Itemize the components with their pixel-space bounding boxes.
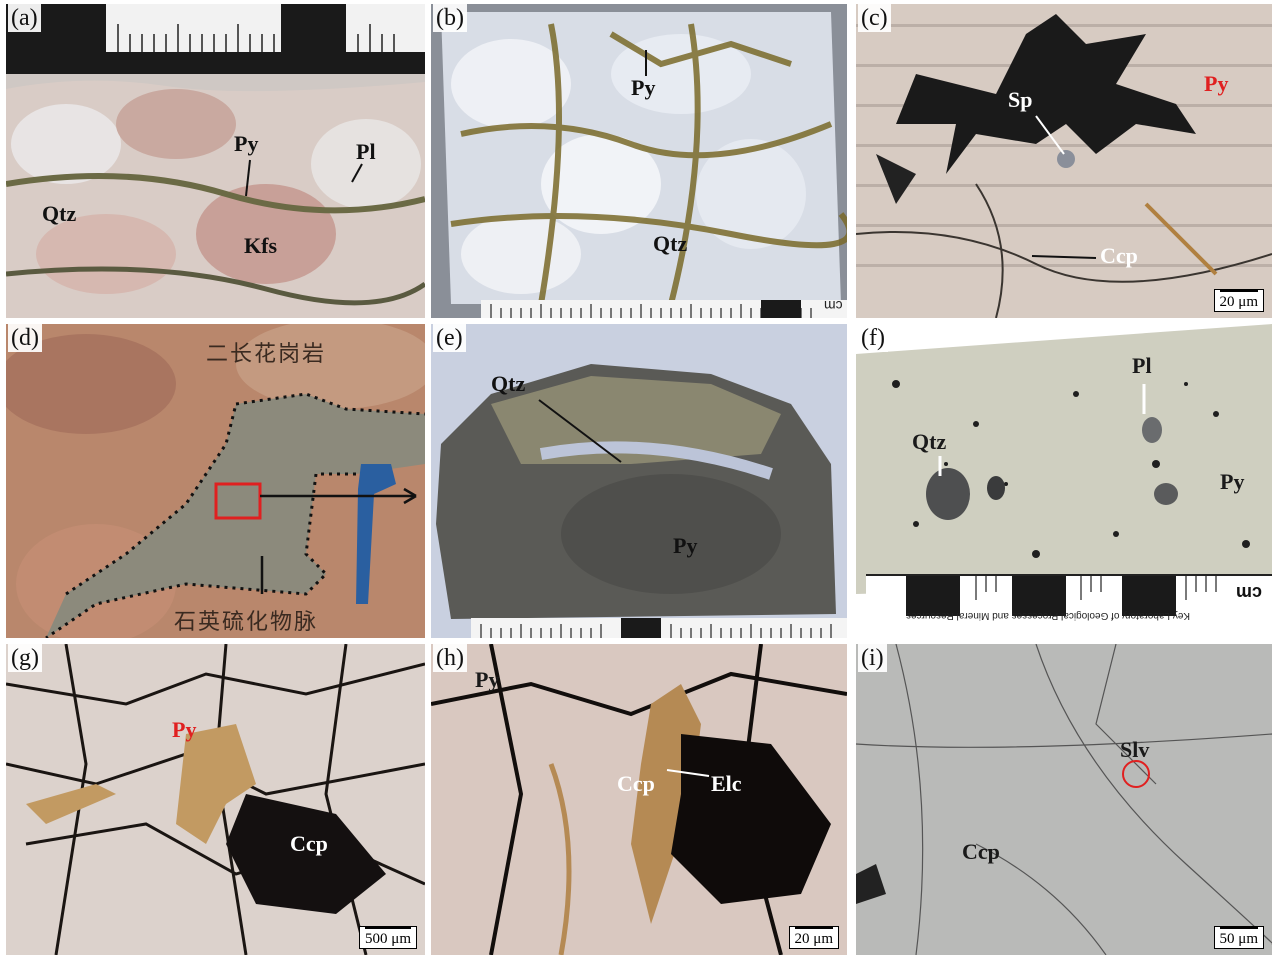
scale-text: 50 μm [1220, 931, 1258, 947]
panel-b: cm (b) Py Qtz [431, 4, 847, 318]
panel-letter: (i) [858, 644, 887, 672]
reflected-light-micrograph [6, 644, 425, 955]
bse-micrograph [856, 644, 1272, 955]
leader-lines [431, 644, 847, 955]
label-vein: 石英硫化物脉 [174, 604, 318, 636]
panel-g: (g) Py Ccp 500 μm [6, 644, 425, 955]
panel-d: (d) 二长花岗岩 石英硫化物脉 [6, 324, 425, 638]
panel-letter: (d) [8, 324, 42, 352]
scale-text: 20 μm [1220, 294, 1258, 310]
label-ccp: Ccp [962, 840, 1000, 864]
label-slv: Slv [1120, 738, 1149, 762]
panel-i: (i) Slv Ccp 50 μm [856, 644, 1272, 955]
leader-lines [856, 324, 1272, 638]
scale-bar: 20 μm [1214, 289, 1264, 312]
scale-text: 500 μm [365, 931, 411, 947]
label-ccp: Ccp [290, 832, 328, 856]
panel-letter: (g) [8, 644, 42, 672]
leader-lines [856, 4, 1272, 318]
scale-bar: 20 μm [789, 926, 839, 949]
scale-bar: 50 μm [1214, 926, 1264, 949]
scale-bar: 500 μm [359, 926, 417, 949]
leader-lines [431, 324, 847, 638]
panel-a: (a) Qtz Py Pl Kfs [6, 4, 425, 318]
leader-lines [6, 4, 425, 318]
label-host-rock: 二长花岗岩 [206, 336, 326, 368]
panel-h: (h) Py Ccp Elc 20 μm [431, 644, 847, 955]
panel-c: (c) Sp Py Ccp 20 μm [856, 4, 1272, 318]
panel-e: (e) Qtz Py [431, 324, 847, 638]
label-py: Py [172, 718, 196, 742]
panel-f: cm Key Laboratory of Geological Processe… [856, 324, 1272, 638]
scale-text: 20 μm [795, 931, 833, 947]
outcrop-photo [6, 324, 425, 638]
leader-lines [431, 4, 847, 318]
